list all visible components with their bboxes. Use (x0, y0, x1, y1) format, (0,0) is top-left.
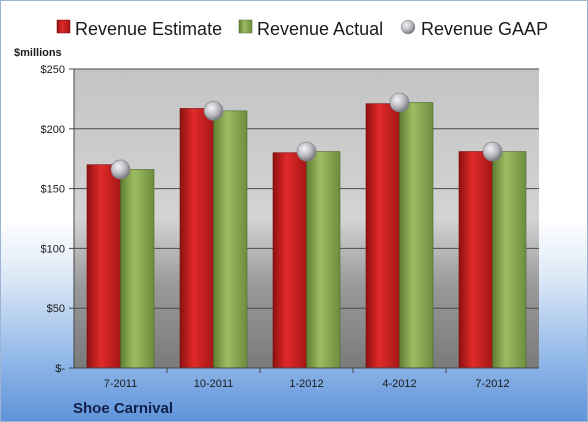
bar-revenue-actual-7-2011 (120, 169, 155, 369)
y-tick-label: $50 (47, 303, 65, 315)
bar-revenue-estimate-4-2012 (365, 103, 400, 369)
bar-revenue-actual-1-2012 (306, 151, 341, 369)
bar-revenue-estimate-7-2012 (458, 151, 493, 369)
bars (86, 102, 527, 369)
x-tick-label: 7-2012 (475, 378, 509, 390)
legend-item-revenue-gaap: Revenue GAAP (400, 19, 548, 39)
legend-item-revenue-actual: Revenue Actual (238, 19, 383, 39)
marker-revenue-gaap-4-2012 (389, 92, 410, 113)
y-tick-label: $200 (41, 124, 65, 136)
legend-item-revenue-estimate: Revenue Estimate (56, 19, 222, 39)
marker-revenue-gaap-10-2011 (203, 101, 224, 121)
x-tick-label: 10-2011 (194, 378, 234, 390)
x-tick-label: 1-2012 (289, 378, 323, 390)
marker-revenue-gaap-7-2012 (482, 141, 503, 162)
bar-revenue-estimate-10-2011 (179, 108, 214, 369)
x-tick-label: 4-2012 (382, 378, 416, 390)
y-axis-ticks: $- $50 $100 $150 $200 $250 (41, 64, 74, 375)
legend-swatch-revenue-gaap (400, 19, 416, 35)
legend-label-revenue-gaap: Revenue GAAP (421, 19, 548, 39)
bar-revenue-estimate-1-2012 (272, 152, 307, 369)
y-tick-label: $100 (41, 243, 65, 255)
legend-swatch-revenue-estimate (56, 19, 71, 34)
y-unit-label: $millions (14, 47, 62, 59)
bar-revenue-actual-10-2011 (213, 110, 248, 369)
marker-revenue-gaap-7-2011 (110, 159, 131, 180)
legend-label-revenue-estimate: Revenue Estimate (75, 19, 222, 39)
bar-revenue-actual-7-2012 (492, 151, 527, 369)
legend-label-revenue-actual: Revenue Actual (257, 19, 383, 39)
y-tick-label: $250 (41, 64, 65, 76)
y-tick-label: $- (55, 363, 65, 375)
legend-swatch-revenue-actual (238, 19, 253, 34)
y-tick-label: $150 (41, 184, 65, 196)
legend: Revenue Estimate Revenue Actual Revenue … (56, 19, 548, 39)
marker-revenue-gaap-1-2012 (296, 141, 317, 162)
company-name: Shoe Carnival (73, 400, 173, 417)
x-axis-ticks: 7-2011 10-2011 1-2012 4-2012 7-2012 (104, 368, 510, 390)
x-tick-label: 7-2011 (104, 378, 137, 390)
bar-revenue-estimate-7-2011 (86, 164, 121, 369)
gaap-markers (110, 92, 503, 180)
bar-revenue-actual-4-2012 (399, 102, 434, 369)
